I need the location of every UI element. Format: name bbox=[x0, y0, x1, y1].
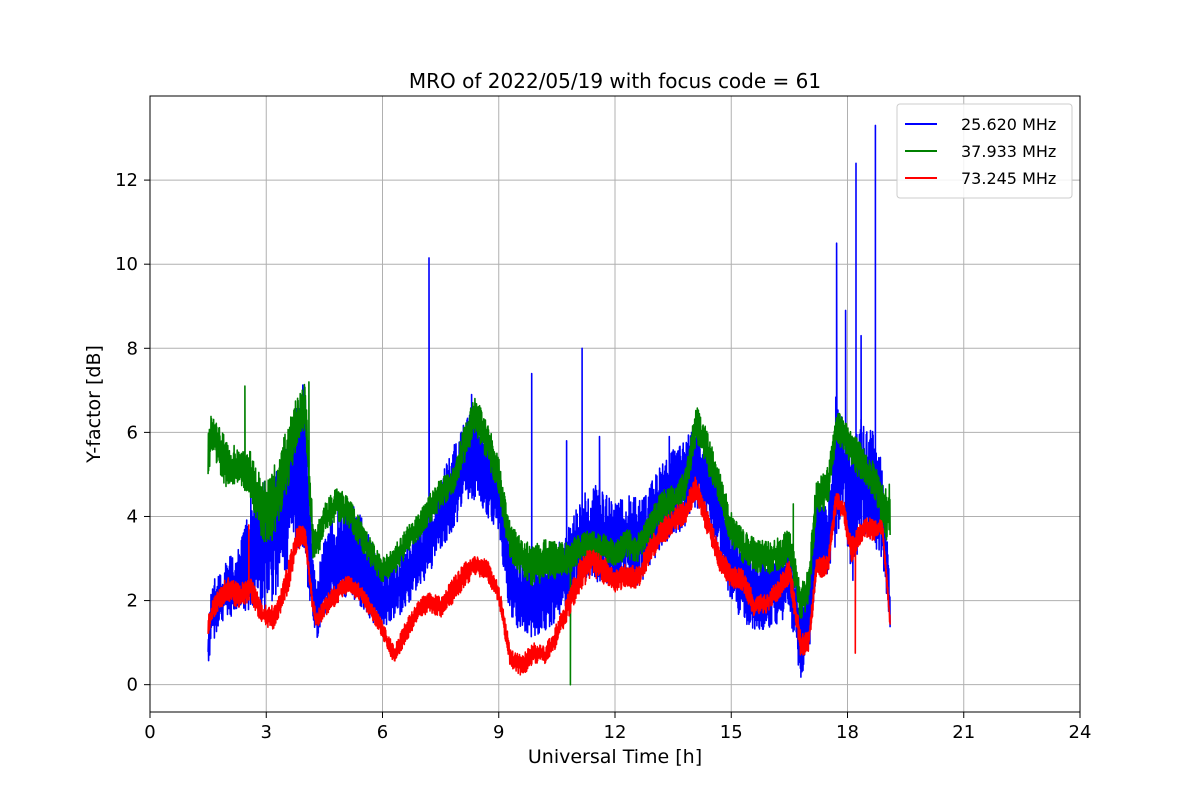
x-tick-label: 9 bbox=[493, 722, 504, 743]
y-axis-label: Y-factor [dB] bbox=[83, 345, 105, 464]
x-tick-label: 15 bbox=[720, 722, 743, 743]
y-tick-label: 8 bbox=[127, 338, 138, 359]
y-tick-label: 6 bbox=[127, 422, 138, 443]
y-tick-label: 0 bbox=[127, 675, 138, 696]
legend-entry: 73.245 MHz bbox=[961, 169, 1056, 188]
x-tick-label: 18 bbox=[836, 722, 859, 743]
series-line bbox=[207, 381, 891, 686]
x-tick-label: 0 bbox=[144, 722, 155, 743]
legend-entry: 37.933 MHz bbox=[961, 142, 1056, 161]
y-tick-label: 2 bbox=[127, 591, 138, 612]
legend-entry: 25.620 MHz bbox=[961, 115, 1056, 134]
x-axis-label: Universal Time [h] bbox=[528, 746, 702, 768]
x-tick-label: 24 bbox=[1069, 722, 1092, 743]
x-tick-label: 21 bbox=[952, 722, 975, 743]
legend-box bbox=[896, 103, 1073, 199]
legend: 25.620 MHz 37.933 MHz 73.245 MHz bbox=[896, 103, 1073, 199]
x-tick-label: 3 bbox=[261, 722, 272, 743]
y-tick-label: 12 bbox=[115, 170, 138, 191]
x-tick-label: 12 bbox=[604, 722, 627, 743]
series-layer bbox=[207, 124, 891, 686]
series-line bbox=[207, 124, 891, 678]
chart-title: MRO of 2022/05/19 with focus code = 61 bbox=[409, 69, 821, 93]
y-tick-label: 4 bbox=[127, 506, 138, 527]
y-tick-label: 10 bbox=[115, 254, 138, 275]
series-line bbox=[207, 476, 891, 676]
x-tick-label: 6 bbox=[377, 722, 388, 743]
